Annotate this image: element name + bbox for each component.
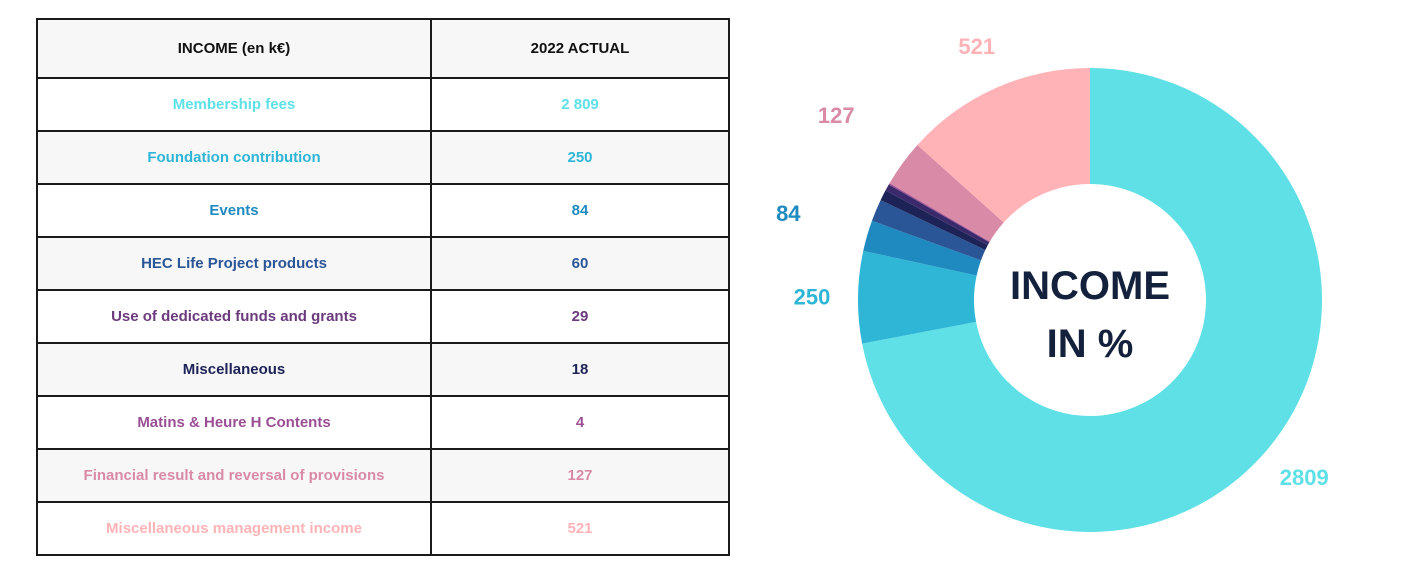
table-row: Membership fees 2 809: [36, 77, 730, 132]
table-row: Miscellaneous 18: [36, 342, 730, 397]
chart-title-line-1: INCOME: [1010, 264, 1170, 308]
row-value: 2 809: [430, 77, 730, 132]
column-header-income: INCOME (en k€): [36, 18, 432, 79]
table-row: Financial result and reversal of provisi…: [36, 448, 730, 503]
row-label: Financial result and reversal of provisi…: [36, 448, 432, 503]
table-row: Events 84: [36, 183, 730, 238]
row-label: Use of dedicated funds and grants: [36, 289, 432, 344]
table-header-row: INCOME (en k€) 2022 ACTUAL: [36, 18, 730, 79]
donut-data-label: 521: [958, 34, 995, 59]
row-value: 60: [430, 236, 730, 291]
row-label: Miscellaneous management income: [36, 501, 432, 556]
row-label: Matins & Heure H Contents: [36, 395, 432, 450]
donut-slice: [917, 68, 1090, 223]
donut-data-label: 127: [818, 103, 855, 128]
donut-data-label: 250: [794, 285, 831, 310]
donut-slice: [885, 184, 990, 246]
row-value: 84: [430, 183, 730, 238]
row-value: 18: [430, 342, 730, 397]
donut-slice: [862, 68, 1322, 533]
donut-data-label: 84: [776, 201, 801, 226]
row-value: 127: [430, 448, 730, 503]
table-row: HEC Life Project products 60: [36, 236, 730, 291]
row-value: 29: [430, 289, 730, 344]
table-row: Use of dedicated funds and grants 29: [36, 289, 730, 344]
table-body: Membership fees 2 809 Foundation contribut…: [36, 77, 730, 556]
table-row: Foundation contribution 250: [36, 130, 730, 185]
income-donut-chart: 2809 250 84 127 521 INCOME IN %: [776, 34, 1329, 533]
row-label: Miscellaneous: [36, 342, 432, 397]
donut-slice: [858, 250, 977, 344]
row-label: Membership fees: [36, 77, 432, 132]
donut-slice: [888, 183, 990, 243]
donut-data-label: 2809: [1280, 465, 1329, 490]
donut-slice: [889, 144, 1004, 242]
donut-slice: [863, 220, 981, 276]
table-row: Miscellaneous management income 521: [36, 501, 730, 556]
row-label: Foundation contribution: [36, 130, 432, 185]
row-value: 4: [430, 395, 730, 450]
row-label: Events: [36, 183, 432, 238]
donut-slices: [858, 68, 1322, 533]
column-header-2022-actual: 2022 ACTUAL: [430, 18, 730, 79]
donut-slice: [871, 200, 986, 261]
row-value: 521: [430, 501, 730, 556]
row-value: 250: [430, 130, 730, 185]
donut-data-labels: 2809 250 84 127 521: [776, 34, 1329, 490]
table-row: Matins & Heure H Contents 4: [36, 395, 730, 450]
income-table: INCOME (en k€) 2022 ACTUAL Membership fe…: [36, 18, 730, 556]
row-label: HEC Life Project products: [36, 236, 432, 291]
donut-slice: [880, 190, 988, 251]
chart-title-line-2: IN %: [1047, 322, 1134, 366]
